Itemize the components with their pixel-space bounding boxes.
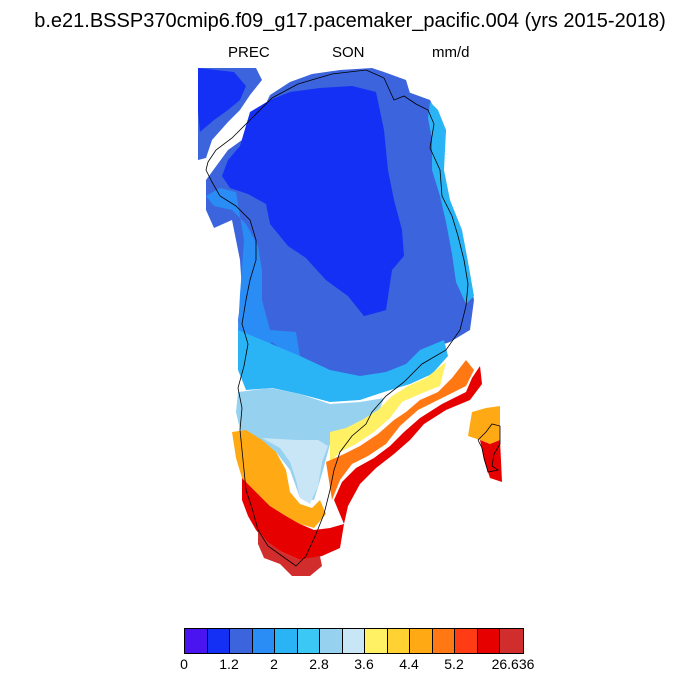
colorbar-label: 5.2 [444,656,464,672]
east-coast-band [384,72,456,346]
colorbar-label: 1.2 [219,656,239,672]
colorbar-swatch [432,629,455,653]
central-south-core [306,244,386,316]
west-coast-band [206,188,300,356]
colorbar-swatch [455,629,478,653]
colorbar-swatch [275,629,298,653]
variable-label: PREC [228,44,270,61]
colorbar-swatch [297,629,320,653]
south-inner [262,438,328,504]
south-tip-dark [258,530,322,576]
colorbar-swatch [252,629,275,653]
colorbar-swatch [387,629,410,653]
colorbar-swatch [185,629,208,653]
central-north [222,86,404,316]
units-label: mm/d [432,44,470,61]
colorbar-swatch [365,629,388,653]
colorbar [184,628,524,654]
southeast-orange [326,360,474,500]
colorbar-swatch [230,629,253,653]
colorbar-label: 2.8 [309,656,329,672]
iceland-west [468,406,500,444]
colorbar-label: 2 [270,656,278,672]
colorbar-swatch [477,629,500,653]
colorbar-label: 26.636 [491,656,535,672]
plot-title: b.e21.BSSP370cmip6.f09_g17.pacemaker_pac… [34,10,666,32]
iceland-coastline [477,423,501,473]
south-tip-red [242,478,344,560]
colorbar-label: 3.6 [354,656,374,672]
colorbar-swatch [500,629,523,653]
season-label: SON [332,44,365,61]
coastline [205,69,469,567]
southeast-yellow [330,362,446,462]
colorbar-swatch [207,629,230,653]
southwest-orange [232,430,326,528]
northwest-inner [198,68,246,132]
colorbar-swatch [320,629,343,653]
colorbar-swatch [410,629,433,653]
colorbar-swatch [342,629,365,653]
colorbar-label: 4.4 [399,656,419,672]
mid-latitude-band [238,330,448,402]
southeast-red [334,366,482,524]
colorbar-label: 0 [180,656,188,672]
